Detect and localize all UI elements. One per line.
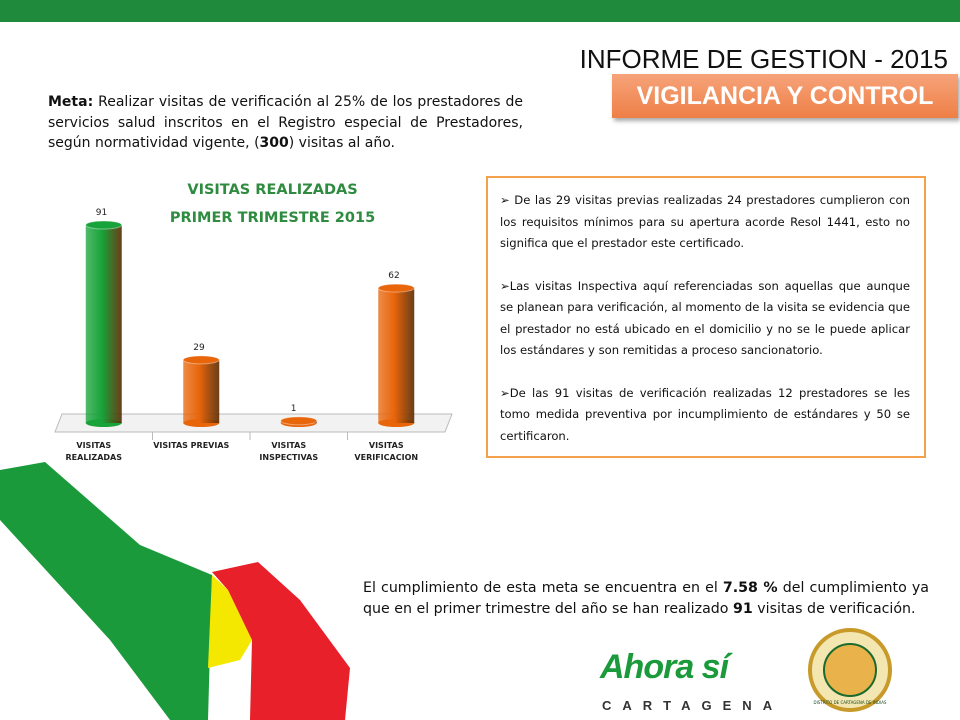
text: El cumplimiento de esta meta se encuentr… <box>363 580 723 596</box>
flag-yellow <box>208 575 252 668</box>
note: ➢Las visitas Inspectiva aquí referenciad… <box>500 278 910 358</box>
chart: 91 29 1 62 <box>54 208 453 440</box>
top-bar <box>0 0 960 22</box>
category-label: VISITAS VERIFICACION <box>354 441 419 462</box>
chart-title-line: VISITAS REALIZADAS <box>187 182 358 198</box>
chart-title-line: PRIMER TRIMESTRE 2015 <box>169 210 376 226</box>
value-label: 29 <box>193 343 205 353</box>
text: Realizar visitas de verificación al 25% … <box>48 94 523 151</box>
seal-text: DISTRITO DE CARTAGENA DE INDIAS <box>813 700 887 705</box>
text: ) visitas al año. <box>288 135 395 151</box>
logo-city: CARTAGENA <box>602 698 784 713</box>
seal-inner <box>823 643 877 697</box>
highlight: 7.58 % <box>722 580 778 596</box>
floor <box>54 413 453 433</box>
bar-top <box>377 283 415 293</box>
flag-green <box>0 462 212 720</box>
bar-top <box>182 355 220 365</box>
logo-brand: Ahora sí <box>600 648 729 686</box>
title: INFORME DE GESTION - 2015 <box>579 44 948 74</box>
subtitle: VIGILANCIA Y CONTROL <box>612 74 958 118</box>
category-label: VISITAS INSPECTIVAS <box>259 441 319 462</box>
category-label: VISITAS REALIZADAS <box>65 441 122 462</box>
flag-red <box>212 562 350 720</box>
value-label: 1 <box>291 404 297 414</box>
text: visitas de verificación. <box>752 601 916 617</box>
note: ➢De las 91 visitas de verificación reali… <box>500 385 910 443</box>
value-label: 62 <box>388 271 399 281</box>
bar <box>85 225 122 423</box>
bar <box>378 288 415 423</box>
goal-text: Meta: Realizar visitas de verificación a… <box>48 92 523 154</box>
text: del cumplimiento ya que en el primer tri… <box>363 580 929 617</box>
label: Meta: <box>48 94 94 110</box>
note-text: Las visitas Inspectiva aquí referenciada… <box>500 278 910 358</box>
notes-box: ➢ De las 29 visitas previas realizadas 2… <box>486 176 926 458</box>
highlight: 91 <box>732 601 753 617</box>
bar <box>183 359 220 423</box>
bar-top <box>85 220 123 230</box>
highlight: 300 <box>259 135 289 151</box>
conclusion: El cumplimiento de esta meta se encuentr… <box>363 578 929 620</box>
bar-top <box>280 416 318 426</box>
note-text: De las 91 visitas de verificación realiz… <box>500 385 910 443</box>
category-label: VISITAS PREVIAS <box>153 441 230 450</box>
chart-title: VISITAS REALIZADAS PRIMER TRIMESTRE 2015 <box>120 176 425 232</box>
note-text: De las 29 visitas previas realizadas 24 … <box>500 193 910 250</box>
note: ➢ De las 29 visitas previas realizadas 2… <box>500 193 910 250</box>
value-label: 91 <box>96 208 107 218</box>
